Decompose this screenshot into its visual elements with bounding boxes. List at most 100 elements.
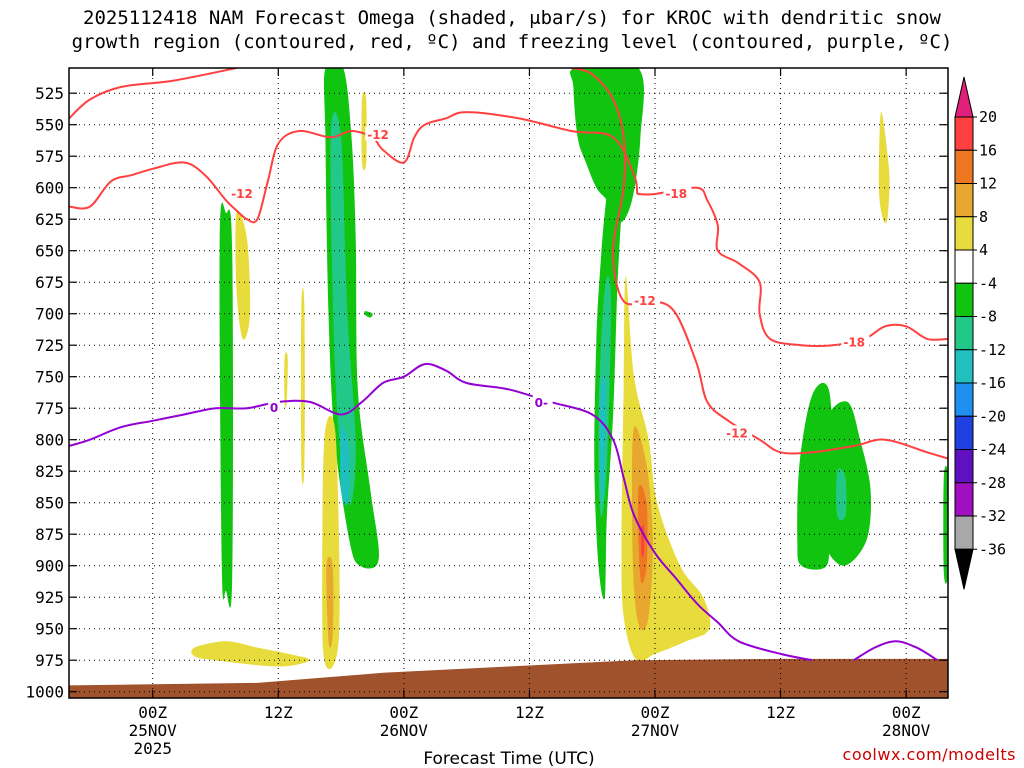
colorbar-label: 16 bbox=[979, 141, 997, 159]
y-tick-label: 700 bbox=[35, 305, 64, 324]
colorbar-label: 12 bbox=[979, 175, 997, 193]
x-tick-label: 00Z bbox=[389, 703, 418, 722]
chart-title: 2025112418 NAM Forecast Omega (shaded, μ… bbox=[0, 6, 1024, 54]
y-tick-label: 775 bbox=[35, 399, 64, 418]
colorbar-label: -8 bbox=[979, 308, 997, 326]
y-tick-label: 925 bbox=[35, 588, 64, 607]
colorbar-label: -4 bbox=[979, 274, 997, 292]
contour-label: -12 bbox=[367, 128, 389, 142]
x-tick-label: 00Z bbox=[138, 703, 167, 722]
omega-region-ground bbox=[69, 658, 948, 698]
contour-label: -18 bbox=[843, 336, 865, 350]
y-tick-label: 900 bbox=[35, 557, 64, 576]
colorbar-top-arrow bbox=[954, 76, 974, 118]
colorbar-swatch bbox=[954, 449, 974, 484]
x-tick-label: 12Z bbox=[264, 703, 293, 722]
omega-region-yellow-streak-a bbox=[300, 287, 305, 485]
omega-region-green-column-1 bbox=[219, 202, 234, 608]
contour-lines bbox=[69, 68, 948, 662]
colorbar-swatch bbox=[954, 316, 974, 351]
omega-region-cyan-core-2 bbox=[340, 425, 350, 506]
x-tick-label: 00Z bbox=[641, 703, 670, 722]
colorbar-swatch bbox=[954, 249, 974, 284]
contour-label: 0- bbox=[535, 396, 548, 410]
contour-label-bg bbox=[663, 186, 692, 200]
contour-label-bg bbox=[632, 293, 661, 308]
colorbar-swatch bbox=[954, 382, 974, 417]
omega-region-green-right-edge bbox=[943, 465, 948, 584]
colorbar-swatch bbox=[954, 482, 974, 517]
contour-label: -12 bbox=[726, 426, 748, 440]
colorbar-label: -36 bbox=[979, 540, 1006, 558]
contour-label-bg bbox=[532, 395, 553, 410]
y-tick-label: 825 bbox=[35, 462, 64, 481]
contour-label-bg bbox=[841, 334, 870, 349]
omega-region-yellow-streak-c bbox=[361, 91, 367, 171]
red-contour-line bbox=[69, 111, 639, 224]
source-credit: coolwx.com/modelts bbox=[842, 745, 1016, 764]
colorbar-swatch bbox=[954, 282, 974, 317]
x-tick-label: 12Z bbox=[515, 703, 544, 722]
colorbar-swatch bbox=[954, 415, 974, 450]
y-tick-label: 975 bbox=[35, 651, 64, 670]
omega-region-green-blob-3a bbox=[569, 68, 644, 223]
x-tick-date: 28NOV bbox=[882, 721, 931, 740]
y-tick-label: 650 bbox=[35, 242, 64, 261]
purple-contour-line bbox=[853, 640, 939, 662]
x-tick-label: 00Z bbox=[892, 703, 921, 722]
colorbar-bottom-arrow bbox=[954, 548, 974, 590]
x-axis-title: Forecast Time (UTC) bbox=[423, 749, 594, 768]
colorbar-label: 4 bbox=[979, 241, 988, 259]
contour-label-bg bbox=[229, 186, 258, 200]
y-axis: 525 550 575 600 625 650 675 700 725 750 775 800 825 8… bbox=[25, 84, 948, 702]
colorbar-swatch bbox=[954, 349, 974, 384]
y-tick-label: 675 bbox=[35, 273, 64, 292]
colorbar-swatch bbox=[954, 183, 974, 218]
x-tick-date: 27NOV bbox=[631, 721, 680, 740]
contour-label-bg bbox=[267, 400, 280, 415]
title-line-2: growth region (contoured, red, ºC) and f… bbox=[71, 31, 953, 53]
colorbar-label: -28 bbox=[979, 474, 1006, 492]
y-tick-label: 850 bbox=[35, 494, 64, 513]
omega-region-yellow-column-2 bbox=[322, 415, 340, 670]
omega-region-yellow-streak-b bbox=[284, 352, 288, 408]
colorbar-label: -24 bbox=[979, 441, 1006, 459]
y-tick-label: 625 bbox=[35, 210, 64, 229]
y-tick-label: 525 bbox=[35, 84, 64, 103]
purple-contour-line bbox=[69, 362, 813, 662]
plot-background bbox=[69, 68, 948, 698]
contour-label: -18 bbox=[665, 187, 687, 201]
contour-label: -12 bbox=[634, 294, 656, 308]
y-tick-label: 575 bbox=[35, 147, 64, 166]
colorbar-label: -20 bbox=[979, 407, 1006, 425]
y-tick-label: 600 bbox=[35, 179, 64, 198]
x-tick-label: 12Z bbox=[766, 703, 795, 722]
omega-shading bbox=[69, 68, 948, 698]
y-tick-label: 750 bbox=[35, 368, 64, 387]
omega-region-green-column-5 bbox=[797, 382, 833, 570]
colorbar-swatch bbox=[954, 515, 974, 550]
colorbar-label: 20 bbox=[979, 108, 997, 126]
y-tick-label: 950 bbox=[35, 620, 64, 639]
x-tick-year: 2025 bbox=[133, 739, 172, 758]
omega-region-yellow-low-strip bbox=[191, 641, 310, 667]
colorbar-label: 8 bbox=[979, 208, 988, 226]
y-tick-label: 875 bbox=[35, 525, 64, 544]
omega-region-yellow-column-1 bbox=[235, 210, 251, 340]
red-contour-line bbox=[571, 68, 948, 460]
y-tick-label: 550 bbox=[35, 116, 64, 135]
plot-frame bbox=[68, 67, 949, 699]
x-tick-date: 26NOV bbox=[380, 721, 429, 740]
red-contour-line bbox=[637, 186, 948, 348]
red-contour-line bbox=[69, 68, 237, 120]
contour-label: 0 bbox=[270, 401, 278, 415]
y-tick-label: 800 bbox=[35, 431, 64, 450]
gridlines bbox=[69, 68, 948, 698]
omega-region-teal-core-2 bbox=[330, 112, 356, 505]
x-tick-date: 25NOV bbox=[129, 721, 178, 740]
colorbar-label: -12 bbox=[979, 341, 1006, 359]
omega-region-yellow-column-6 bbox=[878, 111, 890, 224]
contour-label: -12 bbox=[231, 187, 253, 201]
